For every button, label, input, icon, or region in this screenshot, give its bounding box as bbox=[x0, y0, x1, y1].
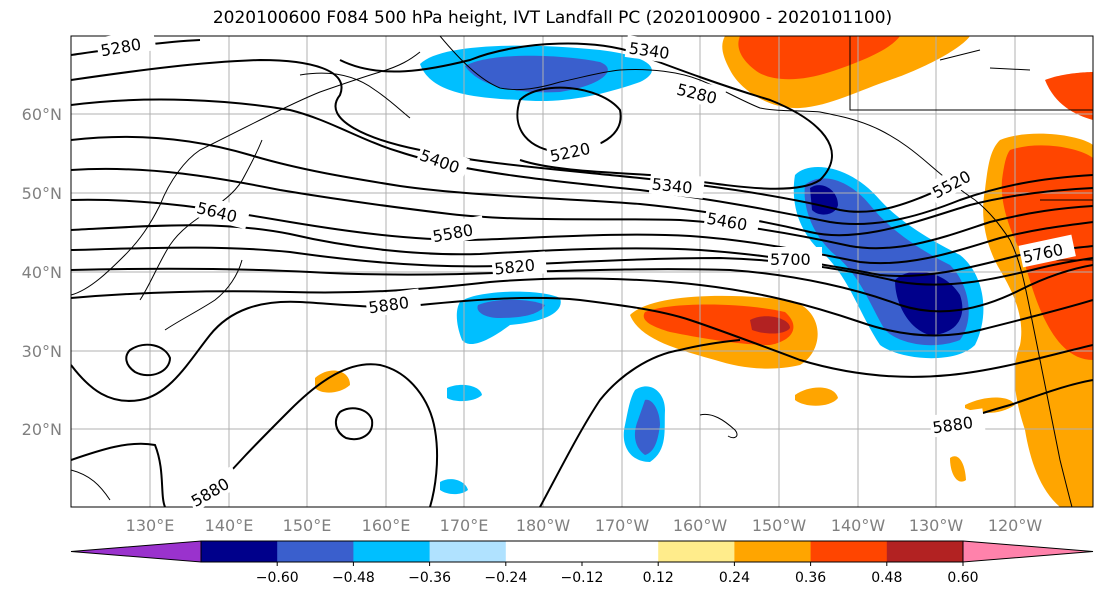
contour-5220 bbox=[516, 86, 622, 154]
colorbar-tick-label: −0.48 bbox=[332, 570, 375, 586]
lon-label: 180°W bbox=[516, 516, 571, 535]
colorbar-segment bbox=[734, 541, 812, 562]
colorbar-tick-label: 0.48 bbox=[871, 570, 902, 586]
lat-label: 40°N bbox=[22, 263, 62, 282]
longitude-labels: 130°E 140°E 150°E 160°E 170°E 180°W 170°… bbox=[126, 516, 1043, 535]
lat-label: 60°N bbox=[22, 105, 62, 124]
small-anomaly-6 bbox=[950, 456, 966, 482]
colorbar-segment bbox=[353, 541, 431, 562]
colorbar: −0.60 −0.48 −0.36 −0.24 −0.12 0.12 0.24 0.36 0.4… bbox=[70, 540, 1094, 586]
lon-label: 170°W bbox=[595, 516, 650, 535]
small-anomaly-2 bbox=[440, 479, 468, 495]
colorbar-tick-label: 0.60 bbox=[947, 570, 978, 586]
lat-label: 20°N bbox=[22, 420, 62, 439]
neg-anomaly-northeast-pacific-core bbox=[810, 185, 963, 335]
colorbar-tick-label: 0.24 bbox=[719, 570, 750, 586]
contour-5700 bbox=[71, 246, 1093, 286]
colorbar-tick-label: −0.36 bbox=[408, 570, 451, 586]
lon-label: 150°W bbox=[752, 516, 807, 535]
lon-label: 120°W bbox=[988, 516, 1043, 535]
lon-label: 140°E bbox=[205, 516, 254, 535]
contour-5580 bbox=[71, 198, 1093, 265]
contour-label-5700: 5700 bbox=[770, 250, 811, 269]
contour-5880-east bbox=[539, 339, 741, 507]
neg-anomaly-mid-pacific-core bbox=[477, 299, 545, 318]
lon-label: 150°E bbox=[283, 516, 332, 535]
contour-5400 bbox=[71, 98, 1093, 225]
lon-label: 140°W bbox=[831, 516, 886, 535]
neg-anomaly-subtropical-core bbox=[634, 399, 660, 455]
colorbar-segment bbox=[810, 541, 888, 562]
contour-5880-main bbox=[71, 296, 1093, 402]
colorbar-segment bbox=[429, 541, 507, 562]
colorbar-segment bbox=[658, 541, 735, 562]
colorbar-tick-label: −0.24 bbox=[484, 570, 527, 586]
contour-5460 bbox=[71, 135, 1093, 237]
lon-label: 170°E bbox=[440, 516, 489, 535]
pos-anomaly-central-pacific-max bbox=[750, 316, 790, 334]
colorbar-segment bbox=[886, 541, 964, 562]
contour-5820 bbox=[71, 277, 1093, 337]
contour-5880-south bbox=[71, 363, 439, 507]
contour-5520 bbox=[71, 167, 1093, 250]
lon-label: 130°E bbox=[126, 516, 175, 535]
contour-5760 bbox=[71, 264, 1093, 313]
contour-5880-loop bbox=[125, 343, 172, 377]
contour-5640 bbox=[71, 224, 1093, 277]
colorbar-segment bbox=[505, 541, 583, 562]
lat-label: 30°N bbox=[22, 342, 62, 361]
lon-label: 160°E bbox=[362, 516, 411, 535]
colorbar-segment bbox=[277, 541, 354, 562]
small-anomaly-4 bbox=[795, 387, 838, 406]
lon-label: 130°W bbox=[909, 516, 964, 535]
pos-anomaly-central-pacific-core bbox=[643, 304, 794, 345]
lat-label: 50°N bbox=[22, 184, 62, 203]
colorbar-tick-label: −0.60 bbox=[256, 570, 299, 586]
map-frame bbox=[70, 35, 1094, 508]
colorbar-segment bbox=[582, 541, 659, 562]
colorbar-tick-label: 0.12 bbox=[643, 570, 674, 586]
contour-label-5340-b: 5340 bbox=[651, 174, 693, 197]
colorbar-segment bbox=[201, 541, 278, 562]
latitude-labels: 60°N 50°N 40°N 30°N 20°N bbox=[22, 105, 62, 439]
lon-label: 160°W bbox=[673, 516, 728, 535]
neg-anomaly-north-pacific-core bbox=[465, 55, 608, 93]
colorbar-extend-min bbox=[70, 540, 202, 563]
colorbar-tick-label: 0.36 bbox=[795, 570, 826, 586]
contour-5880-high bbox=[334, 407, 374, 440]
small-anomaly-3 bbox=[315, 370, 350, 393]
contour-label-5820: 5820 bbox=[493, 255, 535, 278]
map-title: 2020100600 F084 500 hPa height, IVT Land… bbox=[212, 8, 893, 28]
colorbar-extend-max bbox=[962, 540, 1094, 563]
colorbar-tick-label: −0.12 bbox=[561, 570, 604, 586]
pos-anomaly-northeast-corner bbox=[1045, 72, 1093, 120]
